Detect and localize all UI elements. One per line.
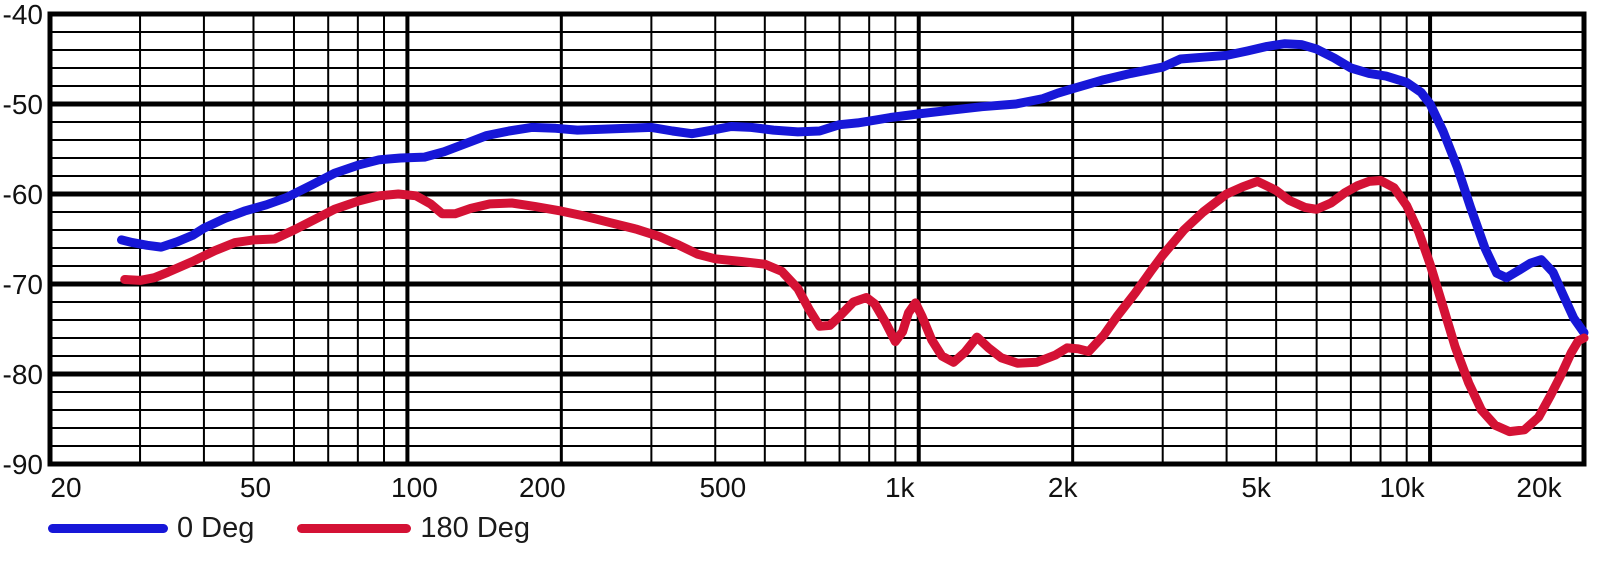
legend-item-180deg: 180 Deg	[297, 511, 531, 544]
x-tick-label: 100	[391, 472, 438, 503]
y-tick-label: -40	[3, 0, 43, 30]
x-tick-label: 10k	[1379, 472, 1425, 503]
legend-label-0deg: 0 Deg	[177, 511, 255, 544]
x-tick-label: 5k	[1241, 472, 1272, 503]
x-tick-label: 2k	[1048, 472, 1079, 503]
x-tick-label: 500	[699, 472, 746, 503]
x-tick-label: 20	[50, 472, 81, 503]
grid-lines	[50, 14, 1584, 464]
y-tick-label: -60	[3, 179, 43, 210]
x-tick-label: 50	[240, 472, 271, 503]
y-tick-label: -90	[3, 449, 43, 480]
y-tick-label: -80	[3, 359, 43, 390]
legend-line-180deg	[297, 523, 412, 533]
chart-legend: 0 Deg 180 Deg	[48, 511, 530, 545]
legend-label-180deg: 180 Deg	[420, 511, 531, 544]
y-tick-label: -70	[3, 269, 43, 300]
y-tick-label: -50	[3, 89, 43, 120]
x-tick-label: 20k	[1516, 472, 1562, 503]
legend-item-0deg: 0 Deg	[48, 511, 255, 544]
curve-0deg	[117, 39, 1589, 338]
plot-border	[47, 11, 1587, 467]
curve-180deg	[120, 176, 1589, 437]
x-tick-label: 200	[519, 472, 566, 503]
legend-line-0deg	[48, 523, 168, 533]
x-tick-label: 1k	[885, 472, 916, 503]
